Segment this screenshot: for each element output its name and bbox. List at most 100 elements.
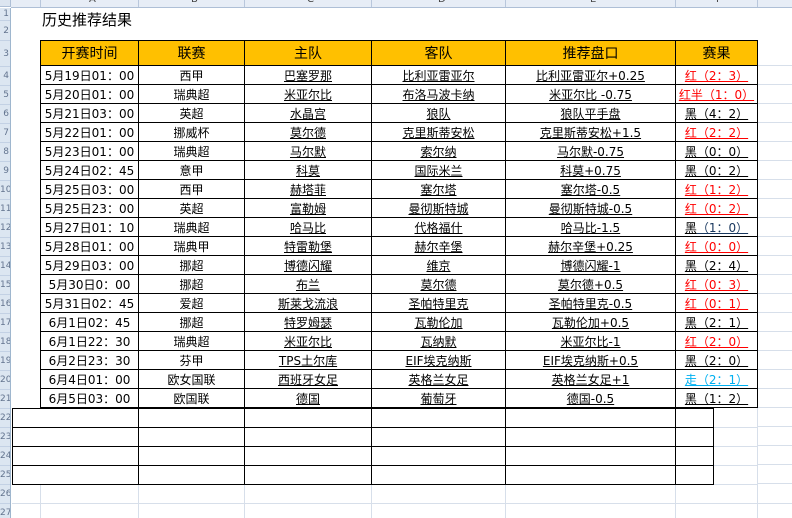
column-letter[interactable]: E — [590, 0, 596, 5]
cell-league[interactable]: 西甲 — [139, 66, 245, 85]
empty-cell[interactable] — [676, 409, 714, 428]
cell-handicap[interactable]: 克里斯蒂安松+1.5 — [506, 123, 676, 142]
cell-handicap[interactable]: 马尔默-0.75 — [506, 142, 676, 161]
cell-home[interactable]: 德国 — [245, 389, 372, 408]
row-number[interactable]: 17 — [0, 314, 10, 333]
empty-cell[interactable] — [245, 447, 372, 466]
cell-away[interactable]: 曼彻斯特城 — [372, 199, 506, 218]
row-number[interactable]: 4 — [0, 67, 10, 86]
empty-cell[interactable] — [245, 428, 372, 447]
cell-away[interactable]: 索尔纳 — [372, 142, 506, 161]
empty-cell[interactable] — [506, 447, 676, 466]
header-cell[interactable]: 客队 — [372, 41, 506, 66]
cell-result[interactable]: 红（2：0） — [676, 332, 758, 351]
row-number[interactable]: 20 — [0, 371, 10, 390]
empty-cell[interactable] — [372, 447, 506, 466]
row-number[interactable]: 9 — [0, 162, 10, 181]
cell-away[interactable]: EIF埃克纳斯 — [372, 351, 506, 370]
cell-result[interactable]: 黑（0：0） — [676, 142, 758, 161]
cell-home[interactable]: 斯莱戈流浪 — [245, 294, 372, 313]
cell-league[interactable]: 英超 — [139, 104, 245, 123]
cell-time[interactable]: 5月22日01：00 — [41, 123, 139, 142]
cell-home[interactable]: 莫尔德 — [245, 123, 372, 142]
cell-away[interactable]: 狼队 — [372, 104, 506, 123]
row-number[interactable]: 12 — [0, 219, 10, 238]
empty-cell[interactable] — [245, 466, 372, 485]
row-number[interactable]: 23 — [0, 428, 10, 447]
column-letter[interactable]: C — [307, 0, 314, 5]
empty-cell[interactable] — [506, 409, 676, 428]
column-letter[interactable]: B — [191, 0, 198, 5]
row-number[interactable]: 15 — [0, 276, 10, 295]
header-cell[interactable]: 主队 — [245, 41, 372, 66]
row-number[interactable]: 25 — [0, 466, 10, 485]
row-number[interactable]: 21 — [0, 390, 10, 409]
cell-time[interactable]: 5月19日01：00 — [41, 66, 139, 85]
cell-time[interactable]: 5月27日01：10 — [41, 218, 139, 237]
cell-time[interactable]: 5月21日03：00 — [41, 104, 139, 123]
empty-cell[interactable] — [676, 447, 714, 466]
cell-league[interactable]: 挪威杯 — [139, 123, 245, 142]
cell-time[interactable]: 6月4日01：00 — [41, 370, 139, 389]
column-letter[interactable]: D — [438, 0, 446, 5]
cell-away[interactable]: 维京 — [372, 256, 506, 275]
cell-home[interactable]: TPS土尔库 — [245, 351, 372, 370]
cell-league[interactable]: 瑞典超 — [139, 85, 245, 104]
cell-result[interactable]: 红（0：3） — [676, 275, 758, 294]
empty-cell[interactable] — [676, 466, 714, 485]
row-number[interactable]: 1 — [0, 8, 10, 21]
empty-cell[interactable] — [139, 428, 245, 447]
cell-away[interactable]: 克里斯蒂安松 — [372, 123, 506, 142]
row-number[interactable]: 2 — [0, 21, 10, 41]
empty-cell[interactable] — [13, 466, 139, 485]
cell-handicap[interactable]: EIF埃克纳斯+0.5 — [506, 351, 676, 370]
cell-handicap[interactable]: 塞尔塔-0.5 — [506, 180, 676, 199]
header-cell[interactable]: 开赛时间 — [41, 41, 139, 66]
cell-league[interactable]: 爱超 — [139, 294, 245, 313]
cell-league[interactable]: 西甲 — [139, 180, 245, 199]
cell-home[interactable]: 西班牙女足 — [245, 370, 372, 389]
cell-league[interactable]: 英超 — [139, 199, 245, 218]
cell-league[interactable]: 挪超 — [139, 256, 245, 275]
cell-handicap[interactable]: 哈马比-1.5 — [506, 218, 676, 237]
cell-league[interactable]: 意甲 — [139, 161, 245, 180]
cell-home[interactable]: 巴塞罗那 — [245, 66, 372, 85]
empty-cell[interactable] — [506, 466, 676, 485]
select-all-corner[interactable] — [0, 0, 11, 7]
cell-result[interactable]: 红（2：2） — [676, 123, 758, 142]
row-number[interactable]: 27 — [0, 504, 10, 518]
row-number[interactable]: 14 — [0, 257, 10, 276]
cell-handicap[interactable]: 米亚尔比-1 — [506, 332, 676, 351]
cell-handicap[interactable]: 德国-0.5 — [506, 389, 676, 408]
cell-league[interactable]: 瑞典超 — [139, 142, 245, 161]
header-cell[interactable]: 赛果 — [676, 41, 758, 66]
cell-result[interactable]: 黑（4：2） — [676, 104, 758, 123]
cell-time[interactable]: 5月25日23：00 — [41, 199, 139, 218]
cell-time[interactable]: 5月31日02：45 — [41, 294, 139, 313]
empty-cell[interactable] — [139, 409, 245, 428]
cell-handicap[interactable]: 科莫+0.75 — [506, 161, 676, 180]
cell-home[interactable]: 科莫 — [245, 161, 372, 180]
cell-away[interactable]: 国际米兰 — [372, 161, 506, 180]
cell-home[interactable]: 米亚尔比 — [245, 85, 372, 104]
cell-handicap[interactable]: 狼队平手盘 — [506, 104, 676, 123]
row-number[interactable]: 8 — [0, 143, 10, 162]
cell-result[interactable]: 走（2：1） — [676, 370, 758, 389]
cell-result[interactable]: 红（0：2） — [676, 199, 758, 218]
row-number[interactable]: 26 — [0, 485, 10, 504]
cell-home[interactable]: 马尔默 — [245, 142, 372, 161]
cell-time[interactable]: 5月29日03：00 — [41, 256, 139, 275]
empty-cell[interactable] — [245, 409, 372, 428]
cell-result[interactable]: 黑（0：2） — [676, 161, 758, 180]
cell-time[interactable]: 5月20日01：00 — [41, 85, 139, 104]
cell-home[interactable]: 博德闪耀 — [245, 256, 372, 275]
cell-away[interactable]: 塞尔塔 — [372, 180, 506, 199]
row-number[interactable]: 6 — [0, 105, 10, 124]
cell-home[interactable]: 赫塔菲 — [245, 180, 372, 199]
cell-away[interactable]: 代格福什 — [372, 218, 506, 237]
cell-handicap[interactable]: 博德闪耀-1 — [506, 256, 676, 275]
cell-home[interactable]: 富勒姆 — [245, 199, 372, 218]
cell-handicap[interactable]: 比利亚雷亚尔+0.25 — [506, 66, 676, 85]
cell-league[interactable]: 挪超 — [139, 313, 245, 332]
cell-handicap[interactable]: 莫尔德+0.5 — [506, 275, 676, 294]
